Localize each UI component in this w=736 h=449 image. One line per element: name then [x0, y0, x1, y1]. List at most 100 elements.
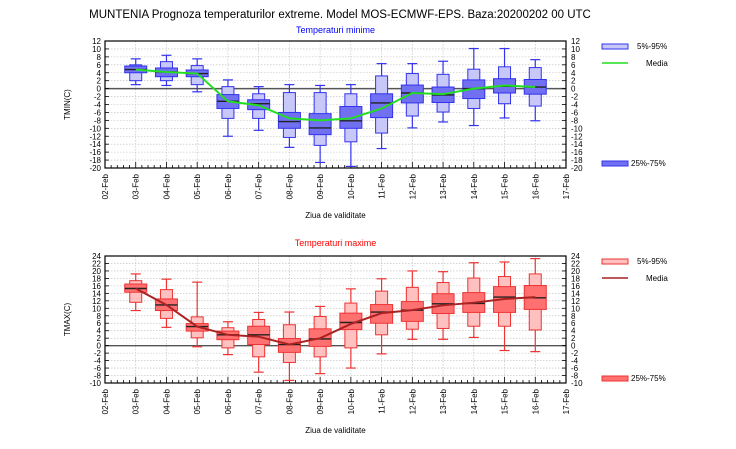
- legend-label-5-95: 5%-95%: [637, 257, 667, 266]
- x-tick-label: 11-Feb: [378, 173, 387, 198]
- y-tick-label-left: -8: [94, 372, 102, 381]
- x-tick-label: 10-Feb: [347, 173, 356, 199]
- y-tick-label-left: 2: [97, 334, 102, 343]
- box-16-Feb: [523, 258, 547, 353]
- y-tick-label-left: 12: [92, 297, 101, 306]
- y-tick-label-right: 0: [571, 342, 576, 351]
- tmax-chart: Temperaturi maxime-10 -10-8 -8-6 -6-4 -4-2 -2…: [63, 238, 668, 435]
- y-tick-label-left: 2: [97, 77, 102, 86]
- y-tick-label-left: -16: [89, 148, 101, 157]
- y-tick-label-right: -14: [571, 140, 583, 149]
- y-tick-label-left: -2: [94, 349, 102, 358]
- chart-title: Temperaturi minime: [296, 25, 375, 35]
- figure-title: MUNTENIA Prognoza temperaturilor extreme…: [89, 9, 591, 21]
- x-tick-label: 12-Feb: [408, 388, 417, 414]
- x-tick-label: 06-Feb: [224, 388, 233, 414]
- box-03-Feb: [124, 273, 148, 312]
- box-25-75: [308, 113, 332, 136]
- mean-line: [135, 287, 536, 346]
- x-tick-label: 17-Feb: [562, 173, 571, 199]
- y-tick-label-right: 22: [571, 259, 580, 268]
- y-tick-label-left: 0: [97, 342, 102, 351]
- x-tick-label: 03-Feb: [132, 388, 141, 414]
- box-11-Feb: [370, 278, 394, 355]
- y-tick-label-right: 12: [571, 37, 580, 46]
- box-12-Feb: [400, 270, 424, 340]
- legend-swatch-25-75: [601, 375, 629, 382]
- x-tick-label: 07-Feb: [255, 173, 264, 199]
- y-tick-label-right: 2: [571, 77, 576, 86]
- y-tick-label-left: 8: [97, 312, 102, 321]
- x-tick-label: 06-Feb: [224, 173, 233, 199]
- legend-label-5-95: 5%-95%: [637, 42, 667, 51]
- box-13-Feb: [431, 60, 455, 123]
- box-05-Feb: [185, 281, 209, 348]
- x-tick-label: 16-Feb: [531, 173, 540, 199]
- y-tick-label-right: 14: [571, 289, 580, 298]
- y-tick-label-right: 12: [571, 297, 580, 306]
- x-tick-label: 15-Feb: [501, 388, 510, 414]
- x-tick-label: 04-Feb: [162, 388, 171, 414]
- y-tick-label-right: 6: [571, 61, 576, 70]
- legend-swatch-5-95: [601, 43, 629, 50]
- y-tick-label-right: -4: [571, 357, 579, 366]
- box-08-Feb: [277, 84, 301, 148]
- box-03-Feb: [124, 58, 148, 86]
- tmin-chart: Temperaturi minime-20 -20-18 -18-16 -16-14-…: [63, 25, 668, 220]
- y-tick-label-right: -2: [571, 93, 579, 102]
- y-tick-label-right: 4: [571, 69, 576, 78]
- legend-swatch-5-95: [601, 258, 629, 265]
- x-tick-label: 04-Feb: [162, 173, 171, 199]
- y-tick-label-right: -12: [571, 132, 583, 141]
- y-tick-label-right: -6: [571, 108, 579, 117]
- y-tick-label-left: 20: [92, 267, 101, 276]
- y-tick-label-right: 16: [571, 282, 580, 291]
- box-25-75: [370, 93, 394, 119]
- box-04-Feb: [154, 278, 178, 328]
- y-tick-label-left: -6: [94, 364, 102, 373]
- y-tick-label-left: -18: [89, 156, 101, 165]
- y-tick-label-right: 2: [571, 334, 576, 343]
- y-tick-label-right: -6: [571, 364, 579, 373]
- x-axis-label: Ziua de validitate: [305, 211, 366, 220]
- box-14-Feb: [462, 262, 486, 339]
- y-tick-label-right: -18: [571, 156, 583, 165]
- x-tick-label: 14-Feb: [470, 173, 479, 199]
- x-tick-label: 12-Feb: [408, 173, 417, 199]
- y-tick-label-left: 4: [97, 327, 102, 336]
- y-tick-label-left: -12: [89, 132, 101, 141]
- y-tick-label-right: 4: [571, 327, 576, 336]
- y-tick-label-left: 4: [97, 69, 102, 78]
- y-tick-label-left: -2: [94, 93, 102, 102]
- plot-frame: [104, 255, 567, 384]
- x-tick-label: 09-Feb: [316, 388, 325, 414]
- chart-title: Temperaturi maxime: [295, 238, 377, 248]
- x-tick-label: 17-Feb: [562, 388, 571, 414]
- y-tick-label-right: 0: [571, 85, 576, 94]
- y-tick-label-left: 6: [97, 319, 102, 328]
- x-tick-label: 08-Feb: [285, 388, 294, 414]
- y-tick-label-left: 16: [92, 282, 101, 291]
- mean-line: [135, 68, 536, 122]
- x-tick-label: 05-Feb: [193, 173, 202, 199]
- y-tick-label-right: -10: [571, 379, 583, 388]
- y-tick-label-right: -20: [571, 164, 583, 173]
- y-tick-label-left: 10: [92, 45, 101, 54]
- x-tick-label: 15-Feb: [501, 173, 510, 199]
- y-tick-label-right: 10: [571, 45, 580, 54]
- legend-label-25-75: 25%-75%: [631, 159, 666, 168]
- y-tick-label-right: 6: [571, 319, 576, 328]
- legend-swatch-25-75: [601, 160, 629, 167]
- y-tick-label-left: 14: [92, 289, 101, 298]
- x-axis-label: Ziua de validitate: [305, 426, 366, 435]
- box-10-Feb: [339, 84, 363, 168]
- y-tick-label-right: -16: [571, 148, 583, 157]
- x-tick-label: 10-Feb: [347, 388, 356, 414]
- y-tick-label-right: -8: [571, 116, 579, 125]
- box-07-Feb: [247, 311, 271, 373]
- y-tick-label-left: -14: [89, 140, 101, 149]
- y-tick-label-left: -8: [94, 116, 102, 125]
- x-tick-label: 14-Feb: [470, 388, 479, 414]
- y-axis-label: TMIN(C): [63, 89, 72, 120]
